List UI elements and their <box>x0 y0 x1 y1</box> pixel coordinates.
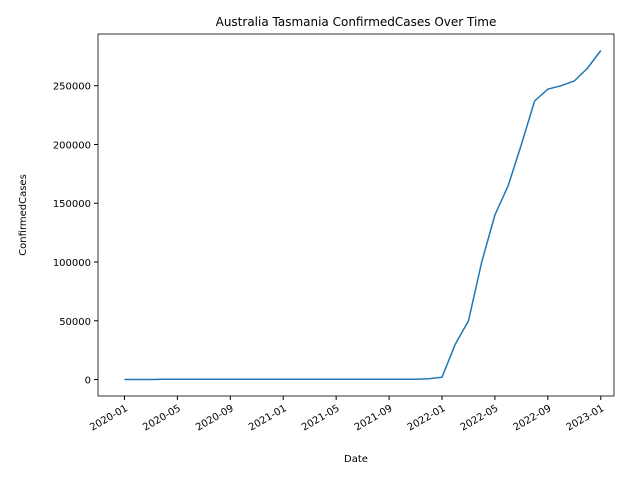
y-tick-label: 50000 <box>59 317 91 328</box>
y-tick-label: 150000 <box>53 199 91 210</box>
x-tick-label: 2020-09 <box>194 403 236 433</box>
y-axis-label: ConfirmedCases <box>18 174 29 256</box>
x-tick-label: 2021-09 <box>353 403 395 433</box>
chart-title: Australia Tasmania ConfirmedCases Over T… <box>216 15 497 29</box>
x-axis-label: Date <box>344 454 368 465</box>
x-tick-label: 2022-05 <box>459 403 501 433</box>
y-tick-label: 200000 <box>53 140 91 151</box>
x-tick-label: 2021-05 <box>300 403 342 433</box>
x-tick-label: 2022-09 <box>512 403 554 433</box>
x-tick-label: 2021-01 <box>247 403 289 433</box>
x-tick-label: 2020-05 <box>141 403 183 433</box>
axes-frame <box>97 33 615 397</box>
x-tick-label: 2020-01 <box>88 403 130 433</box>
y-tick-label: 250000 <box>53 82 91 93</box>
y-tick-label: 100000 <box>53 258 91 269</box>
x-tick-label: 2023-01 <box>565 403 607 433</box>
data-line <box>124 50 602 381</box>
x-tick-label: 2022-01 <box>406 403 448 433</box>
y-tick-label: 0 <box>85 376 91 387</box>
